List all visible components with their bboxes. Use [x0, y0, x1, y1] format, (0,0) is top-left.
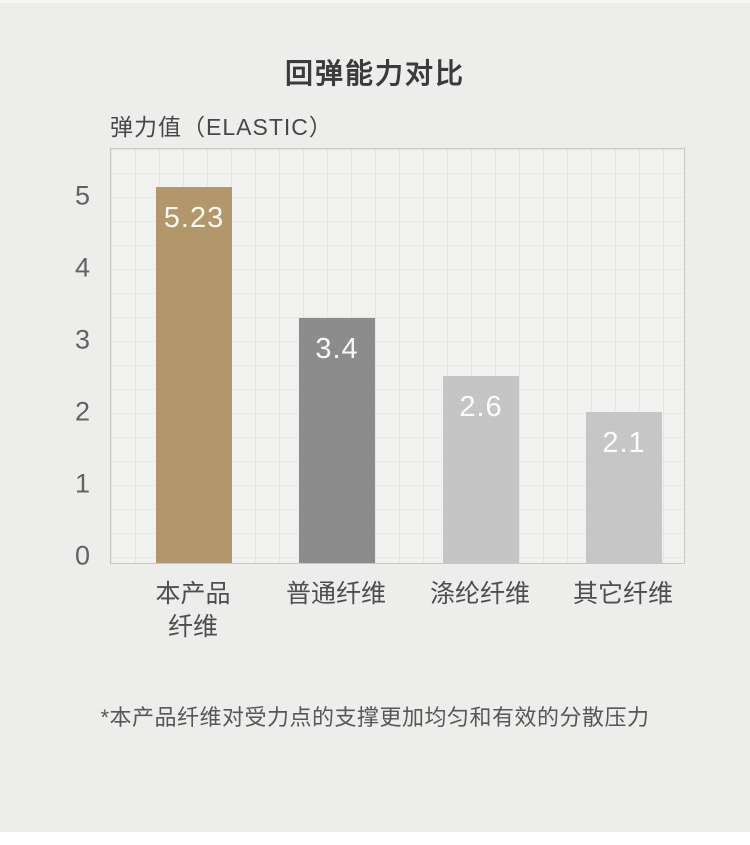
y-tick-label: 4 [74, 252, 90, 283]
x-category-label: 其它纤维 [572, 580, 673, 608]
bar-本产品纤维: 5.23 [156, 187, 232, 563]
bar-value-label: 2.6 [459, 391, 503, 423]
y-tick-label: 1 [74, 468, 90, 499]
bottom-band [0, 832, 750, 845]
y-tick-label: 3 [74, 324, 90, 355]
x-category-label: 普通纤维 [285, 580, 386, 608]
y-tick-label: 0 [74, 540, 90, 571]
x-category-label: 涤纶纤维 [429, 580, 530, 608]
y-tick-label: 2 [74, 396, 90, 427]
bar-普通纤维: 3.4 [299, 318, 375, 563]
bar-value-label: 3.4 [315, 333, 359, 365]
bar-value-label: 2.1 [602, 427, 646, 459]
bar-涤纶纤维: 2.6 [443, 376, 519, 563]
chart-title: 回弹能力对比 [284, 58, 465, 89]
bar-其它纤维: 2.1 [586, 412, 662, 563]
footnote: *本产品纤维对受力点的支撑更加均匀和有效的分散压力 [100, 705, 650, 730]
x-category-label: 本产品 纤维 [155, 580, 231, 641]
y-tick-label: 5 [74, 180, 90, 211]
plot-area: 5.23 3.4 2.6 2.1 [110, 148, 685, 564]
bar-value-label: 5.23 [163, 202, 225, 234]
y-axis-title: 弹力值（ELASTIC） [110, 114, 333, 140]
